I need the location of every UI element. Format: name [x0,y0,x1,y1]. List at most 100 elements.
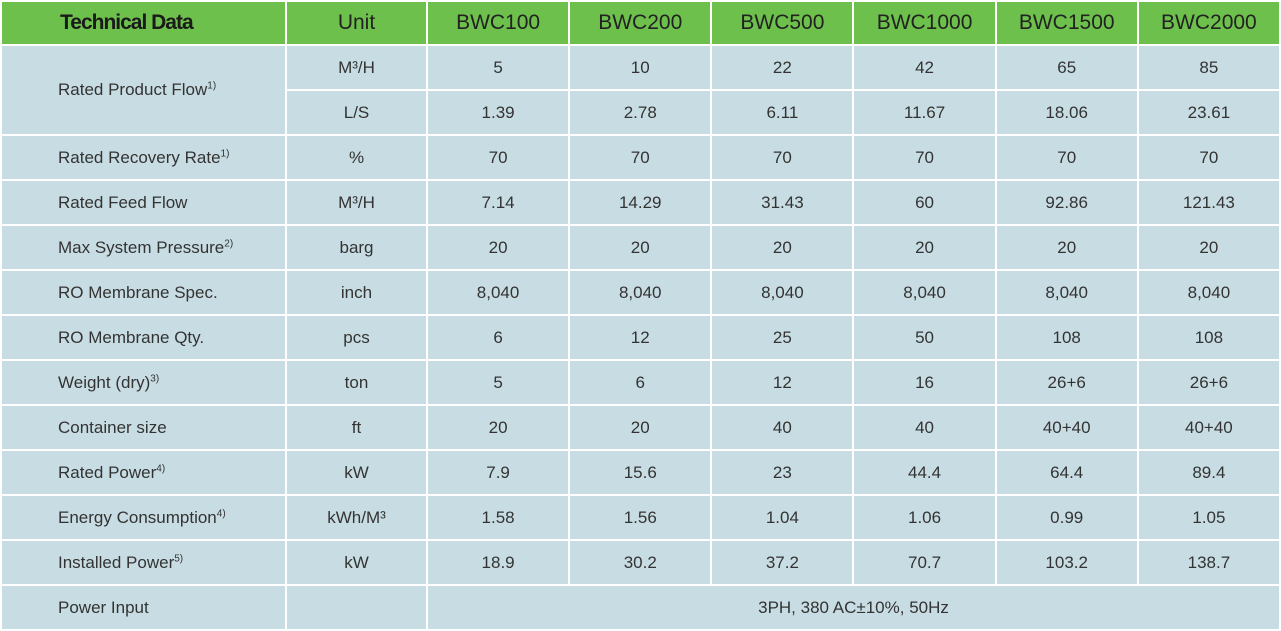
data-row: Energy Consumption4) kWh/M³ 1.58 1.56 1.04 1.… [2,496,1279,539]
value-cell: 2.78 [570,91,711,134]
value-cell: 8,040 [1138,271,1279,314]
value-cell: 138.7 [1138,541,1279,584]
unit-cell: M³/H [287,46,426,89]
label-text: Rated Power [58,462,157,482]
value-cell: 20 [712,226,853,269]
unit-cell: ft [287,406,426,449]
unit-cell: % [287,136,426,179]
label-text: Power Input [58,597,149,617]
value-cell: 1.06 [854,496,995,539]
row-label: Installed Power5) [2,541,285,584]
value-cell: 8,040 [570,271,711,314]
value-cell: 50 [854,316,995,359]
value-cell: 8,040 [854,271,995,314]
value-cell: 5 [428,46,569,89]
value-cell: 8,040 [712,271,853,314]
data-row: Installed Power5) kW 18.9 30.2 37.2 70.7 103.2… [2,541,1279,584]
header-cell: BWC1500 [996,2,1137,44]
value-cell: 60 [854,181,995,224]
data-row: RO Membrane Spec. inch 8,040 8,040 8,040 8,04… [2,271,1279,314]
value-cell: 12 [570,316,711,359]
value-cell: 20 [428,406,569,449]
data-row: L/S 1.39 2.78 6.11 11.67 18.06 23.61 [2,91,1279,134]
value-cell: 20 [570,226,711,269]
value-cell: 44.4 [854,451,995,494]
value-cell: 23.61 [1138,91,1279,134]
row-label: RO Membrane Spec. [2,271,285,314]
value-cell: 121.43 [1138,181,1279,224]
label-text: Weight (dry) [58,372,151,392]
footnote-marker: 1) [207,80,217,92]
value-cell: 25 [712,316,853,359]
row-label: Energy Consumption4) [2,496,285,539]
value-cell: 108 [996,316,1137,359]
row-label: Rated Power4) [2,451,285,494]
data-row: Rated Power4) kW 7.9 15.6 23 44.4 64.4 89.4 [2,451,1279,494]
data-row: Container size ft 20 20 40 40 40+40 40+40 [2,406,1279,449]
row-label: Container size [2,406,285,449]
value-cell: 70 [1138,136,1279,179]
value-cell: 40+40 [996,406,1137,449]
row-label: Rated Recovery Rate1) [2,136,285,179]
value-cell: 103.2 [996,541,1137,584]
value-cell: 16 [854,361,995,404]
value-cell: 64.4 [996,451,1137,494]
value-cell: 89.4 [1138,451,1279,494]
data-row: Max System Pressure2) barg 20 20 20 20 20 20 [2,226,1279,269]
value-cell: 22 [712,46,853,89]
header-cell: BWC100 [428,2,569,44]
unit-cell: kW [287,451,426,494]
unit-cell: M³/H [287,181,426,224]
value-cell: 20 [854,226,995,269]
unit-cell: inch [287,271,426,314]
value-cell: 18.9 [428,541,569,584]
label-text: RO Membrane Spec. [58,282,218,302]
label-text: Max System Pressure [58,237,225,257]
label-text: Installed Power [58,552,175,572]
value-cell: 42 [854,46,995,89]
value-cell: 1.04 [712,496,853,539]
data-row: Power Input 3PH, 380 AC±10%, 50Hz [2,586,1279,629]
value-cell: 10 [570,46,711,89]
data-row: RO Membrane Qty. pcs 6 12 25 50 108 108 [2,316,1279,359]
value-cell: 6 [428,316,569,359]
label-text: Rated Feed Flow [58,192,188,212]
value-cell: 1.39 [428,91,569,134]
header-cell: BWC200 [570,2,711,44]
footnote-marker: 1) [220,147,230,159]
value-cell: 70 [854,136,995,179]
value-cell: 92.86 [996,181,1137,224]
data-row: Rated Feed Flow M³/H 7.14 14.29 31.43 60 92.86… [2,181,1279,224]
value-cell: 11.67 [854,91,995,134]
value-cell: 7.9 [428,451,569,494]
value-cell: 70 [428,136,569,179]
value-cell: 7.14 [428,181,569,224]
unit-cell: barg [287,226,426,269]
value-cell: 6.11 [712,91,853,134]
data-row: Weight (dry)3) ton 5 6 12 16 26+6 26+6 [2,361,1279,404]
value-cell: 40 [712,406,853,449]
row-label: Power Input [2,586,285,629]
unit-cell: L/S [287,91,426,134]
unit-cell: ton [287,361,426,404]
value-cell: 108 [1138,316,1279,359]
value-cell: 1.58 [428,496,569,539]
row-label: Weight (dry)3) [2,361,285,404]
header-cell: BWC1000 [854,2,995,44]
footnote-marker: 4) [216,507,226,519]
value-cell: 31.43 [712,181,853,224]
row-label: Rated Product Flow1) [2,46,285,134]
value-cell: 70 [570,136,711,179]
value-cell: 6 [570,361,711,404]
label-text: RO Membrane Qty. [58,327,205,347]
value-cell: 20 [996,226,1137,269]
value-cell: 30.2 [570,541,711,584]
value-cell: 37.2 [712,541,853,584]
footnote-marker: 4) [156,462,166,474]
value-cell: 26+6 [1138,361,1279,404]
label-text: Energy Consumption [58,507,217,527]
footnote-marker: 3) [150,372,160,384]
label-text: Rated Recovery Rate [58,147,221,167]
value-cell: 0.99 [996,496,1137,539]
